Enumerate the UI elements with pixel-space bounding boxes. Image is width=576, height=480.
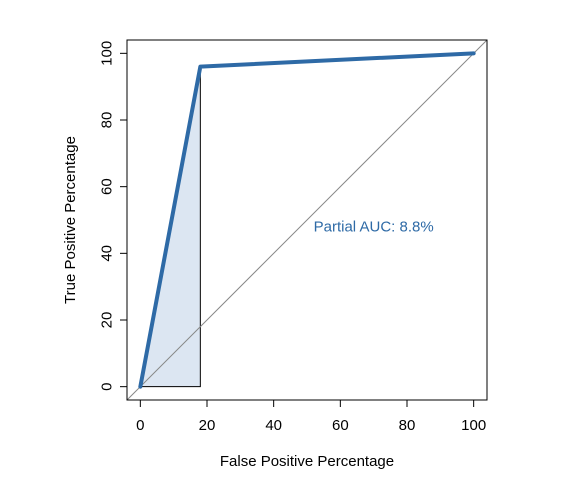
x-tick-label: 80 (399, 417, 416, 434)
y-tick-label: 60 (99, 178, 116, 195)
x-tick-label: 40 (265, 417, 282, 434)
x-tick-label: 0 (136, 417, 144, 434)
partial-auc-label: Partial AUC: 8.8% (314, 219, 434, 236)
x-axis-label: False Positive Percentage (220, 453, 394, 470)
x-tick-label: 100 (461, 417, 486, 434)
y-tick-label: 20 (99, 312, 116, 329)
y-axis-label: True Positive Percentage (62, 136, 79, 304)
x-tick-label: 60 (332, 417, 349, 434)
y-tick-label: 0 (99, 382, 116, 390)
y-tick-label: 100 (99, 41, 116, 66)
y-tick-label: 80 (99, 112, 116, 129)
x-tick-label: 20 (199, 417, 216, 434)
y-tick-label: 40 (99, 245, 116, 262)
